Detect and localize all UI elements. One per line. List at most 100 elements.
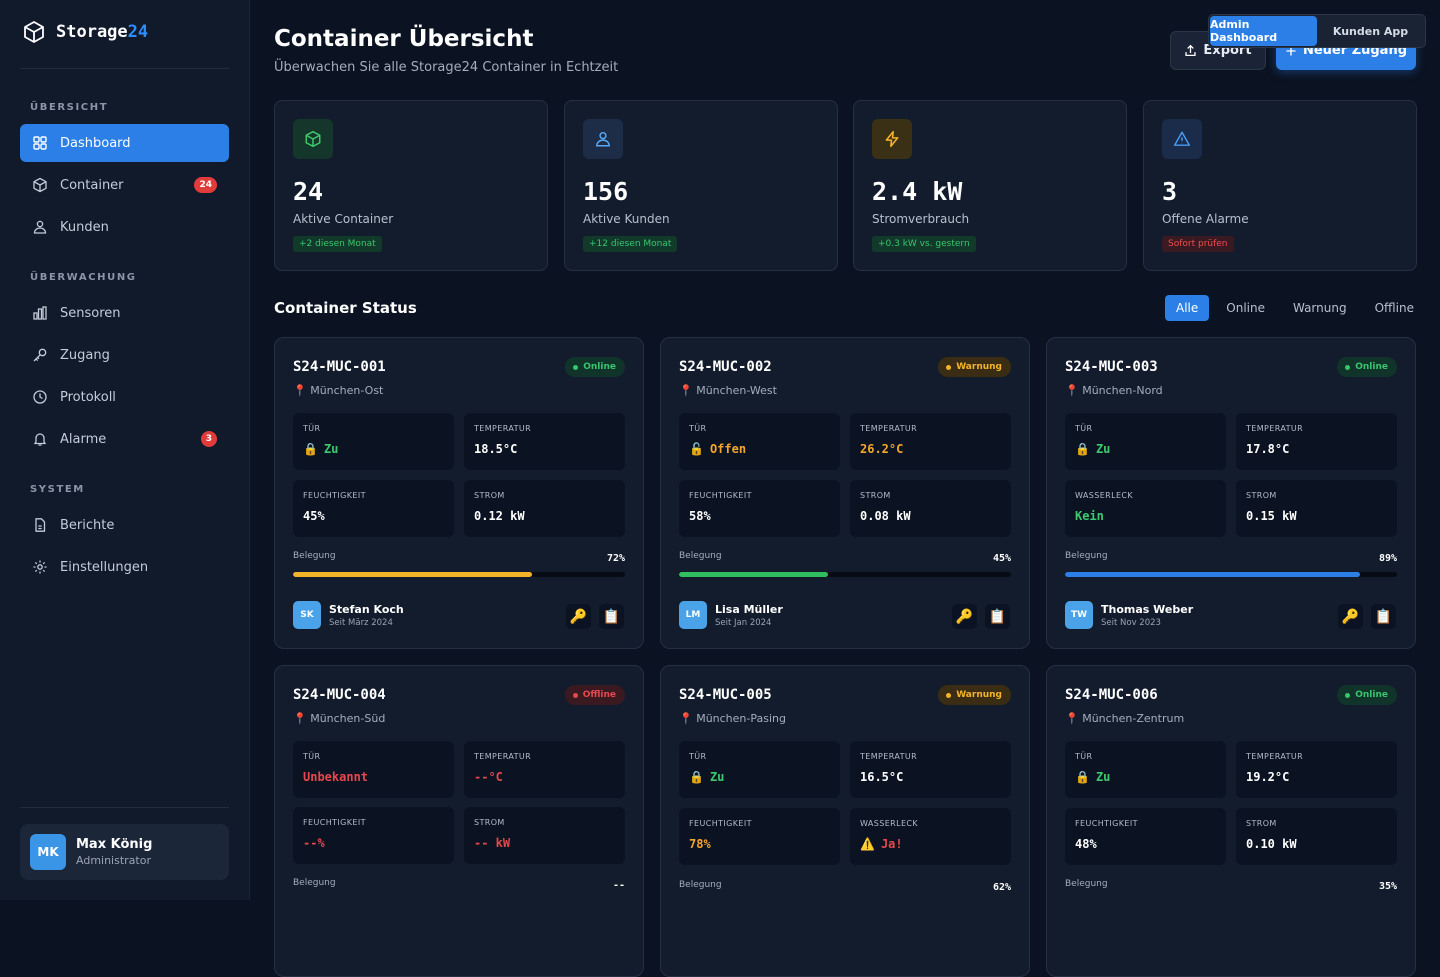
metric-power: STROM 0.15 kW [1236,480,1397,537]
metric-door: TÜR 🔒 Zu [1065,413,1226,470]
container-location: 📍 München-West [679,384,777,397]
gear-icon [33,560,47,574]
stat-label: Aktive Kunden [583,212,670,226]
sidebar-item-protokoll[interactable]: Protokoll [20,378,229,416]
container-location: 📍 München-Süd [293,712,386,725]
container-id: S24-MUC-001 [293,359,386,375]
sidebar-item-alarme[interactable]: Alarme 3 [20,420,229,458]
log-button[interactable]: 📋 [985,604,1010,629]
occupancy-label: Belegung [679,551,722,561]
container-card[interactable]: S24-MUC-003 📍 München-Nord Online TÜR 🔒 Zu… [1046,337,1416,649]
log-button[interactable]: 📋 [599,604,624,629]
clock-icon [33,390,47,404]
key-button[interactable]: 🔑 [566,604,591,629]
lock-icon: 🔓 [689,442,704,456]
container-card[interactable]: S24-MUC-004 📍 München-Süd Offline TÜR Unb… [274,665,644,977]
stat-trend: +0.3 kW vs. gestern [872,236,976,252]
sidebar: Storage24 ÜBERSICHT Dashboard Container … [0,0,250,900]
occupancy-value: -- [612,880,625,891]
warning-icon: ⚠️ [860,837,875,851]
stat-value: 3 [1162,177,1178,206]
metric-humidity: FEUCHTIGKEIT --% [293,807,454,864]
pin-icon: 📍 [1065,384,1079,397]
filter-online[interactable]: Online [1226,301,1265,315]
alarm-count-badge: 3 [200,431,217,447]
pin-icon: 📍 [679,384,693,397]
stat-trend: Sofort prüfen [1162,236,1234,252]
key-button[interactable]: 🔑 [952,604,977,629]
page-title: Container Übersicht [274,26,534,52]
user-role: Administrator [76,854,151,867]
metric-water-leak: WASSERLECK ⚠️ Ja! [850,808,1011,865]
avatar: MK [30,834,66,870]
users-icon [33,220,47,234]
customer-info: SK Stefan Koch Seit März 2024 [293,601,404,629]
occupancy-value: 35% [1378,881,1397,892]
user-profile[interactable]: MK Max König Administrator [20,824,229,880]
sidebar-item-zugang[interactable]: Zugang [20,336,229,374]
metric-power: STROM 0.12 kW [464,480,625,537]
occupancy-label: Belegung [293,551,336,561]
container-id: S24-MUC-005 [679,687,772,703]
avatar: TW [1065,601,1093,629]
view-switch: Admin Dashboard Kunden App [1208,14,1426,48]
sidebar-item-container[interactable]: Container 24 [20,166,229,204]
divider [20,807,229,808]
occupancy-bar [1065,572,1397,577]
pin-icon: 📍 [1065,712,1079,725]
box-icon [293,119,333,159]
occupancy-fill [1065,572,1361,577]
container-id: S24-MUC-002 [679,359,772,375]
customer-name: Lisa Müller [715,602,783,616]
filter-warning[interactable]: Warnung [1292,301,1347,315]
sidebar-item-dashboard[interactable]: Dashboard [20,124,229,162]
filter-offline[interactable]: Offline [1374,301,1414,315]
customer-app-toggle[interactable]: Kunden App [1332,24,1409,38]
metric-water-leak: WASSERLECK Kein [1065,480,1226,537]
status-badge: Warnung [938,685,1011,705]
lock-icon: 🔒 [689,770,704,784]
occupancy-label: Belegung [1065,879,1108,889]
lock-icon: 🔒 [1075,770,1090,784]
occupancy-value: 89% [1378,553,1397,564]
customer-since: Seit Jan 2024 [715,617,772,628]
status-filters: Alle Online Warnung Offline [1165,295,1425,321]
container-location: 📍 München-Ost [293,384,384,397]
container-card[interactable]: S24-MUC-005 📍 München-Pasing Warnung TÜR… [660,665,1030,977]
sidebar-item-sensoren[interactable]: Sensoren [20,294,229,332]
section-title-container-status: Container Status [274,299,417,317]
lock-icon: 🔒 [303,442,318,456]
status-badge: Offline [564,685,625,705]
metric-temperature: TEMPERATUR 26.2°C [850,413,1011,470]
section-title-monitoring: ÜBERWACHUNG [30,272,137,283]
section-title-system: SYSTEM [30,484,85,495]
stat-label: Offene Alarme [1162,212,1249,226]
sidebar-item-einstellungen[interactable]: Einstellungen [20,548,229,586]
occupancy-value: 62% [992,882,1011,893]
sidebar-item-berichte[interactable]: Berichte [20,506,229,544]
app-logo[interactable]: Storage24 [22,20,148,44]
sidebar-item-kunden[interactable]: Kunden [20,208,229,246]
customer-name: Stefan Koch [329,602,404,616]
container-id: S24-MUC-004 [293,687,386,703]
customer-since: Seit Nov 2023 [1101,617,1161,628]
container-card[interactable]: S24-MUC-001 📍 München-Ost Online TÜR 🔒 Zu … [274,337,644,649]
metric-power: STROM 0.10 kW [1236,808,1397,865]
sidebar-item-label: Zugang [60,347,110,363]
admin-dashboard-toggle[interactable]: Admin Dashboard [1210,16,1317,46]
status-badge: Online [565,357,625,377]
metric-humidity: FEUCHTIGKEIT 48% [1065,808,1226,865]
stat-trend: +12 diesen Monat [583,236,678,252]
occupancy-value: 45% [992,553,1011,564]
container-card[interactable]: S24-MUC-002 📍 München-West Warnung TÜR 🔓 O… [660,337,1030,649]
metric-humidity: FEUCHTIGKEIT 78% [679,808,840,865]
occupancy-bar [679,572,1011,577]
container-card[interactable]: S24-MUC-006 📍 München-Zentrum Online TÜR… [1046,665,1416,977]
metric-temperature: TEMPERATUR 17.8°C [1236,413,1397,470]
stat-label: Aktive Container [293,212,394,226]
key-button[interactable]: 🔑 [1338,604,1363,629]
stat-value: 156 [583,177,629,206]
log-button[interactable]: 📋 [1371,604,1396,629]
filter-all[interactable]: Alle [1165,295,1210,321]
sidebar-item-label: Container [60,177,124,193]
